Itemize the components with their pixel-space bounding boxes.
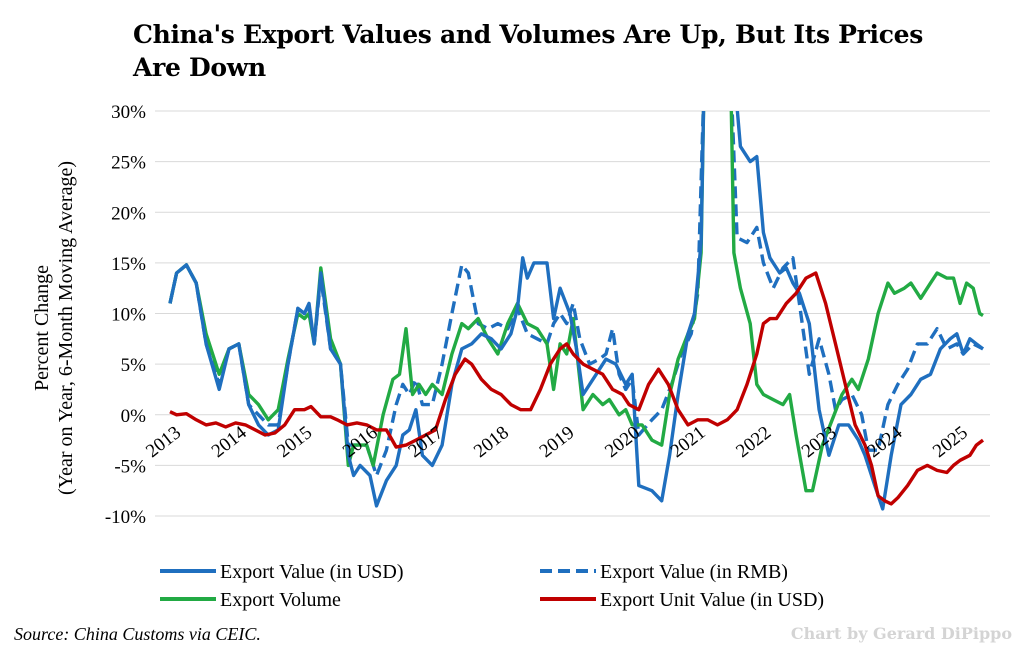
y-axis-label-line2: (Year on Year, 6-Month Moving Average) xyxy=(55,161,77,495)
chart-title: China's Export Values and Volumes Are Up… xyxy=(133,20,924,82)
gridlines xyxy=(155,110,990,517)
series-line-3 xyxy=(169,271,985,506)
legend-label: Export Value (in USD) xyxy=(220,561,404,583)
chart-credit: Chart by Gerard DiPippo xyxy=(790,624,1012,643)
series-line-2 xyxy=(168,111,984,493)
y-axis-ticks: 30% 25% 20% 15% 10% 5% 0% -5% -10% xyxy=(105,102,146,528)
y-tick-label: 5% xyxy=(121,355,147,376)
legend: Export Value (in USD) Export Value (in RM… xyxy=(160,561,824,611)
x-tick-label: 2014 xyxy=(208,422,251,462)
x-tick-label: 2013 xyxy=(142,422,185,462)
y-tick-label: 20% xyxy=(111,203,146,224)
legend-label: Export Volume xyxy=(220,589,341,611)
y-axis-label: Percent Change (Year on Year, 6-Month Mo… xyxy=(31,161,77,495)
x-axis-ticks: 2013 2014 2015 2016 2017 2018 2019 2020 2021 2022… xyxy=(142,422,972,462)
y-tick-label: 15% xyxy=(111,254,146,275)
x-tick-label: 2019 xyxy=(536,422,579,462)
y-axis-label-line1: Percent Change xyxy=(31,265,53,391)
series-line-0 xyxy=(168,111,985,511)
legend-label: Export Unit Value (in USD) xyxy=(600,589,824,611)
y-tick-label: 25% xyxy=(111,153,146,174)
y-tick-label: 30% xyxy=(111,102,146,123)
y-tick-label: 0% xyxy=(121,406,147,427)
y-tick-label: -5% xyxy=(114,456,146,477)
source-note: Source: China Customs via CEIC. xyxy=(14,624,261,644)
legend-label: Export Value (in RMB) xyxy=(600,561,788,583)
y-tick-label: -10% xyxy=(105,507,146,528)
x-tick-label: 2022 xyxy=(732,422,775,462)
x-tick-label: 2018 xyxy=(470,422,513,462)
y-tick-label: 10% xyxy=(111,305,146,326)
series-lines xyxy=(168,111,985,511)
